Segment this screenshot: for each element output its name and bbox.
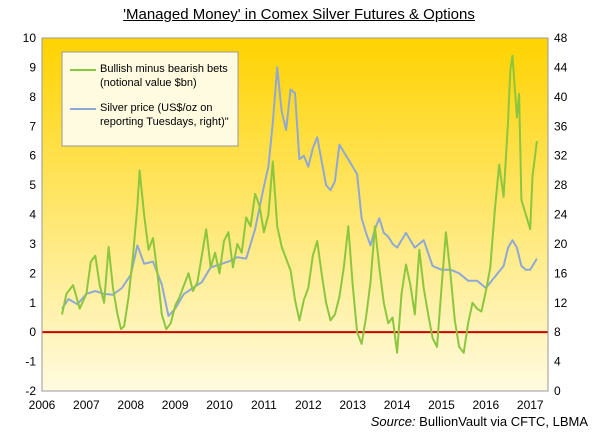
x-tick-label: 2008 xyxy=(117,398,144,412)
managed-money-net-line xyxy=(61,54,538,354)
y-right-tick-label: 4 xyxy=(554,355,561,369)
source-text: BullionVault via CFTC, LBMA xyxy=(419,414,588,429)
x-tick-label: 2013 xyxy=(339,398,366,412)
y-right-tick-label: 48 xyxy=(554,31,568,45)
x-tick-label: 2010 xyxy=(206,398,233,412)
y-right-tick-label: 24 xyxy=(554,208,568,222)
legend-label-bullish-2: (notional value $bn) xyxy=(100,77,197,89)
x-tick-label: 2016 xyxy=(473,398,500,412)
y-right-tick-label: 12 xyxy=(554,296,568,310)
y-left-tick-label: 1 xyxy=(29,296,36,310)
y-left-tick-label: -1 xyxy=(25,355,36,369)
y-right-tick-label: 8 xyxy=(554,325,561,339)
x-axis-ticks: 2006 2007 2008 2009 2010 2011 2012 2013 2014 2015… xyxy=(29,398,544,412)
legend-label-silver-2: reporting Tuesdays, right)" xyxy=(100,116,229,128)
left-axis-ticks: -2 -1 0 1 2 3 4 5 6 7 8 9 10 xyxy=(23,31,37,398)
y-left-tick-label: 8 xyxy=(29,90,36,104)
chart-title: 'Managed Money' in Comex Silver Futures … xyxy=(123,6,475,23)
y-right-tick-label: 36 xyxy=(554,119,568,133)
y-left-tick-label: 9 xyxy=(29,60,36,74)
source-label: Source: xyxy=(370,414,416,429)
y-left-tick-label: 2 xyxy=(29,266,36,280)
x-tick-label: 2006 xyxy=(29,398,56,412)
y-left-tick-label: 5 xyxy=(29,178,36,192)
y-left-tick-label: 10 xyxy=(23,31,37,45)
x-tick-label: 2007 xyxy=(73,398,100,412)
legend-label-silver-1: Silver price (US$/oz on xyxy=(100,102,213,114)
y-right-tick-label: 20 xyxy=(554,237,568,251)
x-tick-label: 2017 xyxy=(517,398,544,412)
x-tick-label: 2009 xyxy=(162,398,189,412)
source-note: Source: BullionVault via CFTC, LBMA xyxy=(371,414,588,429)
x-tick-label: 2014 xyxy=(384,398,411,412)
y-left-tick-label: 0 xyxy=(29,325,36,339)
legend: Bullish minus bearish bets (notional val… xyxy=(61,51,239,147)
y-right-tick-label: 0 xyxy=(554,384,561,398)
bullish-minus-bearish-line xyxy=(61,66,538,317)
legend-box xyxy=(61,51,239,147)
y-right-tick-label: 16 xyxy=(554,266,568,280)
plot-border xyxy=(41,37,549,392)
y-left-tick-label: -2 xyxy=(25,384,36,398)
y-left-tick-label: 7 xyxy=(29,119,36,133)
x-tick-label: 2015 xyxy=(428,398,455,412)
y-right-tick-label: 40 xyxy=(554,90,568,104)
y-right-tick-label: 28 xyxy=(554,178,568,192)
x-tick-label: 2012 xyxy=(295,398,322,412)
x-tick-label: 2011 xyxy=(251,398,277,412)
legend-label-bullish-1: Bullish minus bearish bets xyxy=(100,63,228,75)
y-right-tick-label: 44 xyxy=(554,60,568,74)
y-left-tick-label: 6 xyxy=(29,149,36,163)
y-left-tick-label: 3 xyxy=(29,237,36,251)
y-left-tick-label: 4 xyxy=(29,208,36,222)
y-right-tick-label: 32 xyxy=(554,149,568,163)
